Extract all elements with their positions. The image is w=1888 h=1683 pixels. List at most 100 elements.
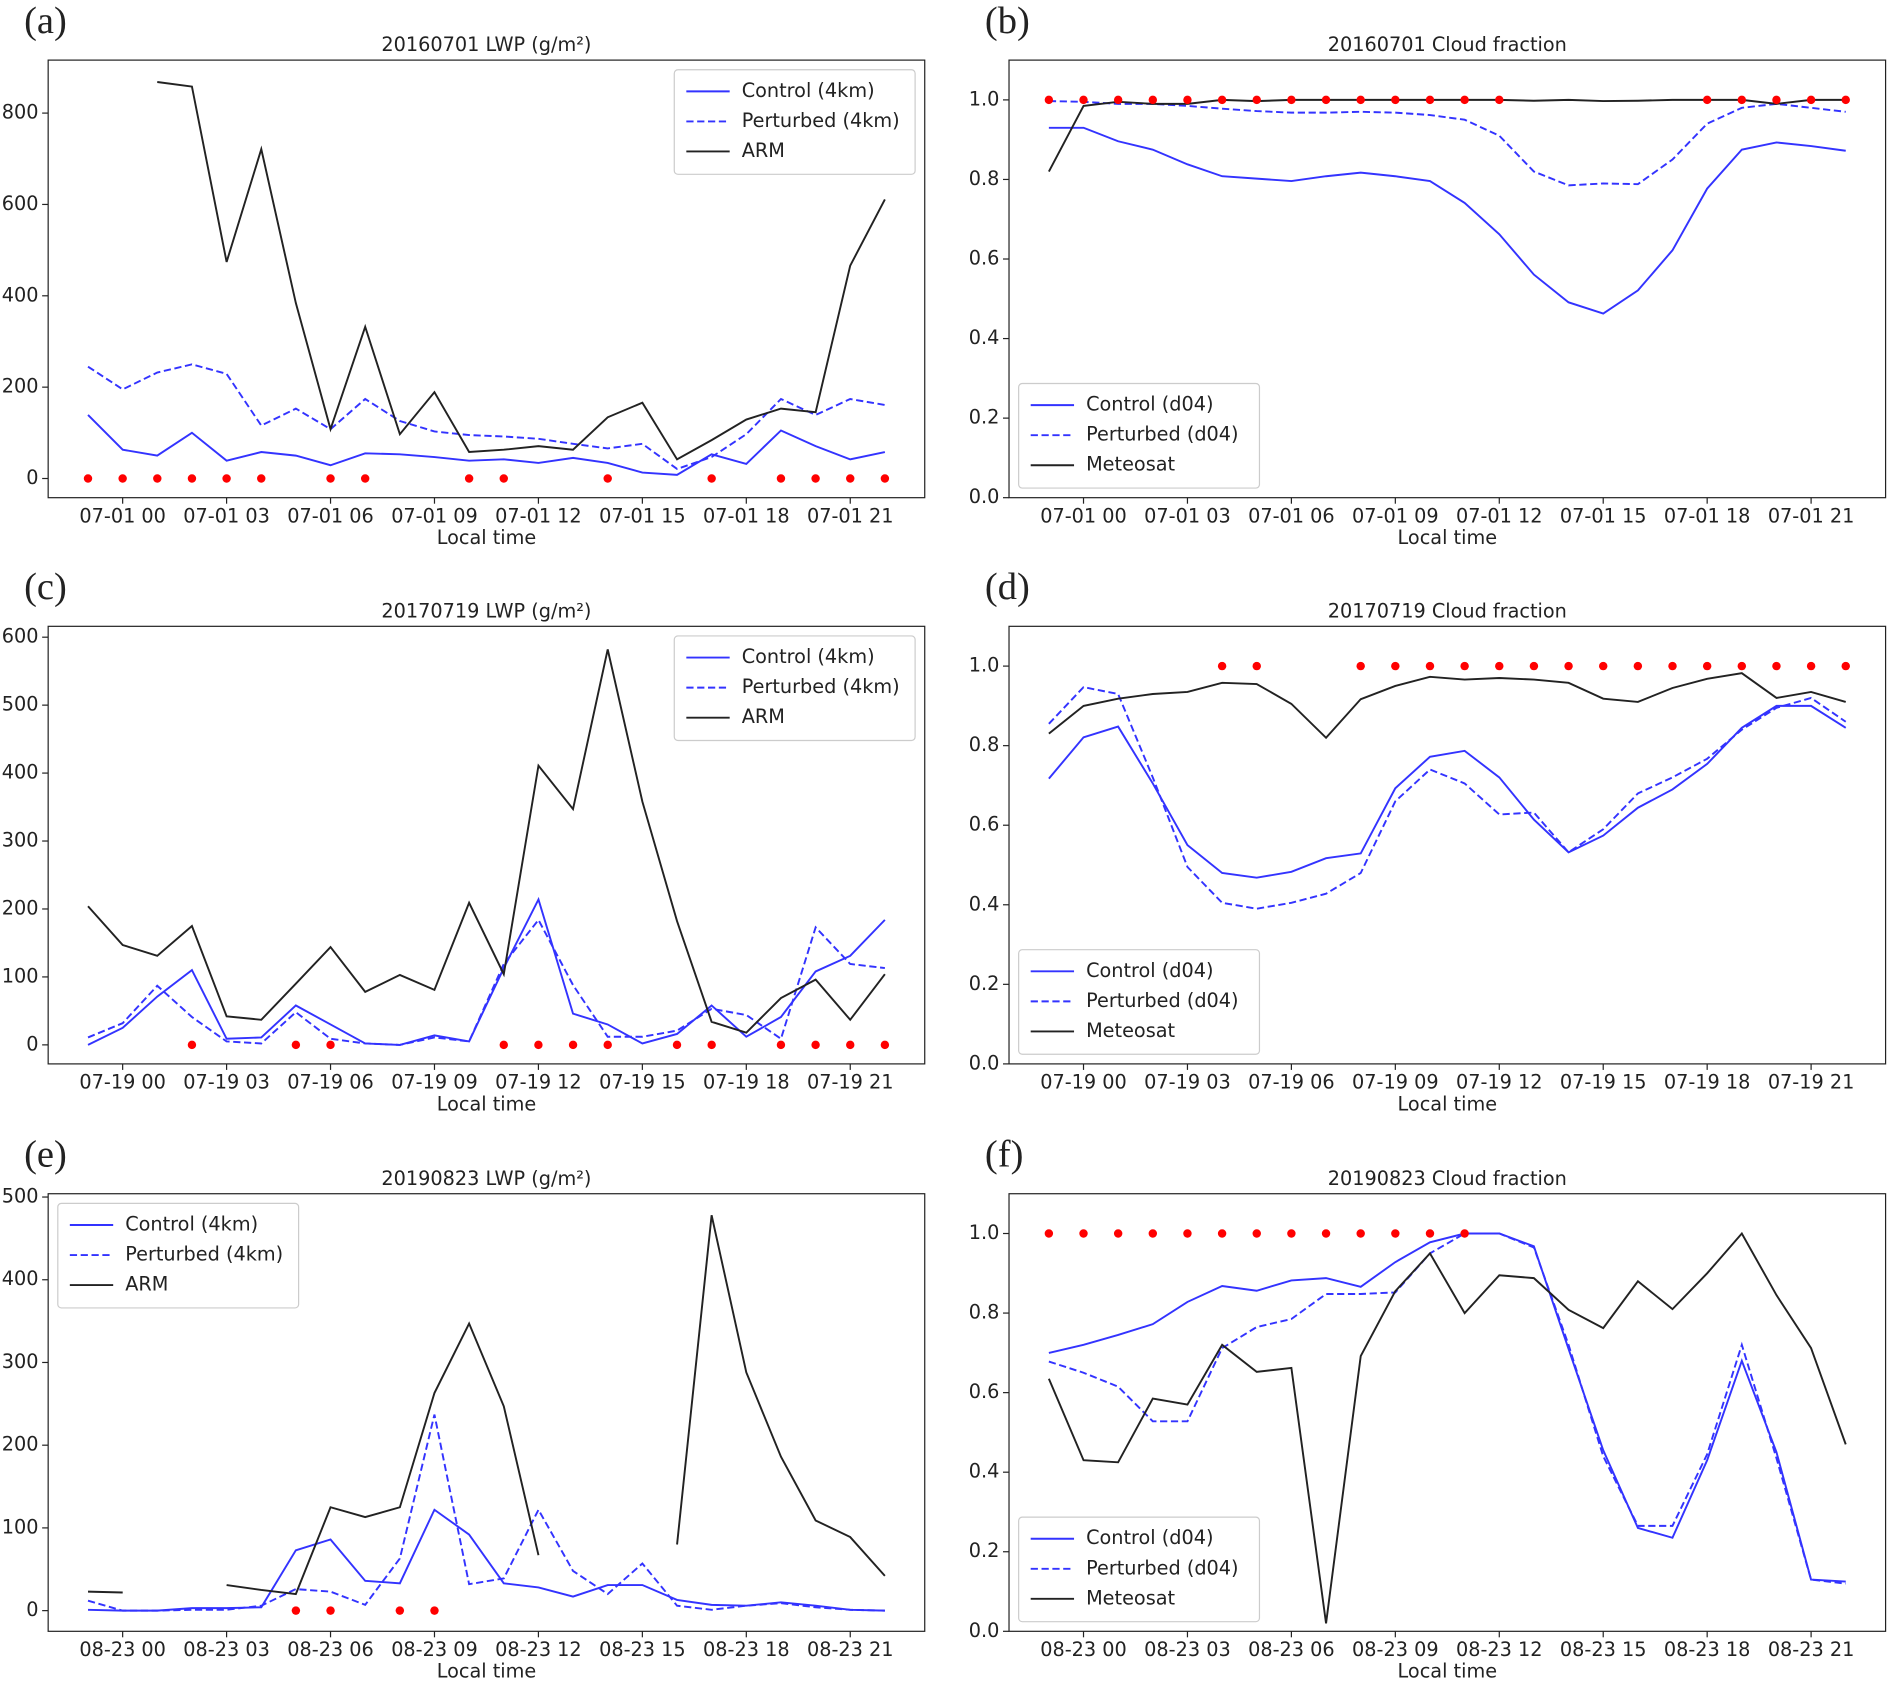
marker-dot bbox=[1772, 95, 1781, 105]
marker-dot bbox=[707, 1040, 716, 1050]
y-tick-label: 500 bbox=[2, 693, 39, 716]
marker-dot bbox=[1391, 95, 1400, 105]
chart-title: 20190823 LWP (g/m²) bbox=[381, 1167, 591, 1190]
series-line bbox=[1048, 704, 1847, 879]
marker-dot bbox=[291, 1040, 301, 1050]
marker-dot bbox=[360, 474, 370, 483]
legend: Control (d04) Perturbed (d04) Meteosat bbox=[1018, 382, 1261, 489]
x-tick-label: 07-01 21 bbox=[807, 504, 894, 527]
y-tick-label: 0 bbox=[26, 466, 38, 489]
y-tick-label: 0 bbox=[26, 1598, 38, 1621]
y-tick-label: 300 bbox=[2, 1350, 39, 1373]
marker-dot bbox=[291, 1606, 301, 1615]
marker-dot bbox=[1806, 661, 1816, 671]
legend: Control (4km) Perturbed (4km) ARM bbox=[57, 1202, 300, 1309]
y-tick-label: 400 bbox=[2, 1267, 39, 1290]
marker-dot bbox=[776, 474, 786, 483]
x-tick-label: 07-19 18 bbox=[1664, 1071, 1751, 1094]
legend-box bbox=[57, 1202, 300, 1309]
plot-frame bbox=[47, 625, 926, 1065]
marker-dot bbox=[1113, 1229, 1123, 1238]
y-tick-label: 400 bbox=[2, 761, 39, 784]
legend-label: Control (d04) bbox=[1086, 959, 1213, 982]
x-tick-label: 07-01 12 bbox=[1456, 504, 1543, 527]
x-tick-label: 07-19 06 bbox=[287, 1071, 374, 1094]
marker-dot bbox=[1217, 95, 1227, 105]
x-tick-label: 08-23 09 bbox=[1352, 1638, 1439, 1661]
y-tick-label: 200 bbox=[2, 896, 39, 919]
legend-label: Perturbed (d04) bbox=[1086, 1556, 1238, 1579]
marker-dot bbox=[187, 474, 197, 483]
series-line bbox=[1048, 1232, 1846, 1585]
x-tick-label: 07-01 12 bbox=[495, 504, 582, 527]
marker-dot bbox=[1564, 661, 1573, 671]
marker-dot bbox=[1321, 95, 1331, 105]
legend-label: Meteosat bbox=[1086, 1586, 1175, 1609]
x-tick-label: 07-01 06 bbox=[1248, 504, 1335, 527]
marker-dot bbox=[1425, 1229, 1435, 1238]
x-tick-label: 08-23 06 bbox=[287, 1638, 374, 1661]
x-tick-label: 07-19 18 bbox=[703, 1071, 790, 1094]
marker-dot bbox=[1633, 661, 1643, 671]
legend-label: Control (d04) bbox=[1086, 1526, 1213, 1549]
x-tick-label: 08-23 18 bbox=[703, 1638, 790, 1661]
marker-dot bbox=[1460, 661, 1469, 671]
x-tick-label: 08-23 21 bbox=[1768, 1638, 1855, 1661]
x-tick-label: 07-19 03 bbox=[1144, 1071, 1231, 1094]
marker-dot bbox=[118, 474, 127, 483]
x-tick-label: 07-19 15 bbox=[599, 1071, 686, 1094]
marker-dot bbox=[1806, 95, 1816, 105]
series-line bbox=[157, 81, 886, 461]
legend-label: Perturbed (d04) bbox=[1086, 423, 1238, 446]
x-tick-label: 07-19 00 bbox=[79, 1071, 166, 1094]
marker-dot bbox=[811, 474, 820, 483]
legend-label: ARM bbox=[742, 139, 785, 162]
legend-label: ARM bbox=[125, 1273, 168, 1296]
legend-label: Meteosat bbox=[1086, 1019, 1175, 1042]
x-tick-label: 08-23 03 bbox=[183, 1638, 270, 1661]
marker-dot bbox=[1252, 1229, 1261, 1238]
panel-label: (d) bbox=[985, 566, 1030, 608]
marker-dot bbox=[153, 474, 162, 483]
panel-label: (f) bbox=[985, 1134, 1023, 1176]
marker-dot bbox=[326, 474, 335, 483]
panel-label: (e) bbox=[24, 1134, 67, 1176]
panel-label: (c) bbox=[24, 566, 67, 608]
legend-label: ARM bbox=[742, 705, 785, 728]
y-tick-label: 800 bbox=[2, 101, 39, 124]
y-tick-label: 0.2 bbox=[969, 406, 1000, 429]
x-tick-label: 07-01 18 bbox=[1664, 504, 1751, 527]
legend-label: Control (4km) bbox=[125, 1212, 258, 1235]
marker-dot bbox=[1356, 661, 1365, 671]
marker-dot bbox=[1668, 661, 1677, 671]
x-tick-label: 07-19 12 bbox=[1456, 1071, 1543, 1094]
y-tick-label: 600 bbox=[2, 625, 39, 648]
x-tick-label: 07-19 21 bbox=[1768, 1071, 1855, 1094]
marker-dot bbox=[430, 1606, 439, 1615]
x-tick-label: 08-23 09 bbox=[391, 1638, 478, 1661]
x-tick-label: 08-23 06 bbox=[1248, 1638, 1335, 1661]
y-tick-label: 0.8 bbox=[969, 733, 1000, 756]
legend-box bbox=[673, 635, 916, 742]
x-tick-label: 07-19 21 bbox=[807, 1071, 894, 1094]
panel: (b) 20160701 Cloud fraction Local time 0.0 0… bbox=[969, 0, 1887, 549]
marker-dot bbox=[1702, 661, 1712, 671]
x-tick-label: 08-23 15 bbox=[599, 1638, 686, 1661]
marker-dot bbox=[1772, 661, 1781, 671]
marker-dot bbox=[499, 1040, 508, 1050]
plot-frame bbox=[1008, 625, 1887, 1065]
legend-box bbox=[1018, 949, 1261, 1055]
legend-label: Perturbed (4km) bbox=[125, 1243, 283, 1266]
marker-dot bbox=[1599, 661, 1608, 671]
marker-dot bbox=[464, 474, 474, 483]
marker-dot bbox=[1356, 1229, 1365, 1238]
x-tick-label: 08-23 21 bbox=[807, 1638, 894, 1661]
legend: Control (d04) Perturbed (d04) Meteosat bbox=[1018, 949, 1261, 1055]
series-line bbox=[1048, 672, 1847, 740]
y-tick-label: 100 bbox=[2, 964, 39, 987]
marker-dot bbox=[1391, 661, 1400, 671]
marker-dot bbox=[1079, 1229, 1088, 1238]
marker-dot bbox=[776, 1040, 786, 1050]
